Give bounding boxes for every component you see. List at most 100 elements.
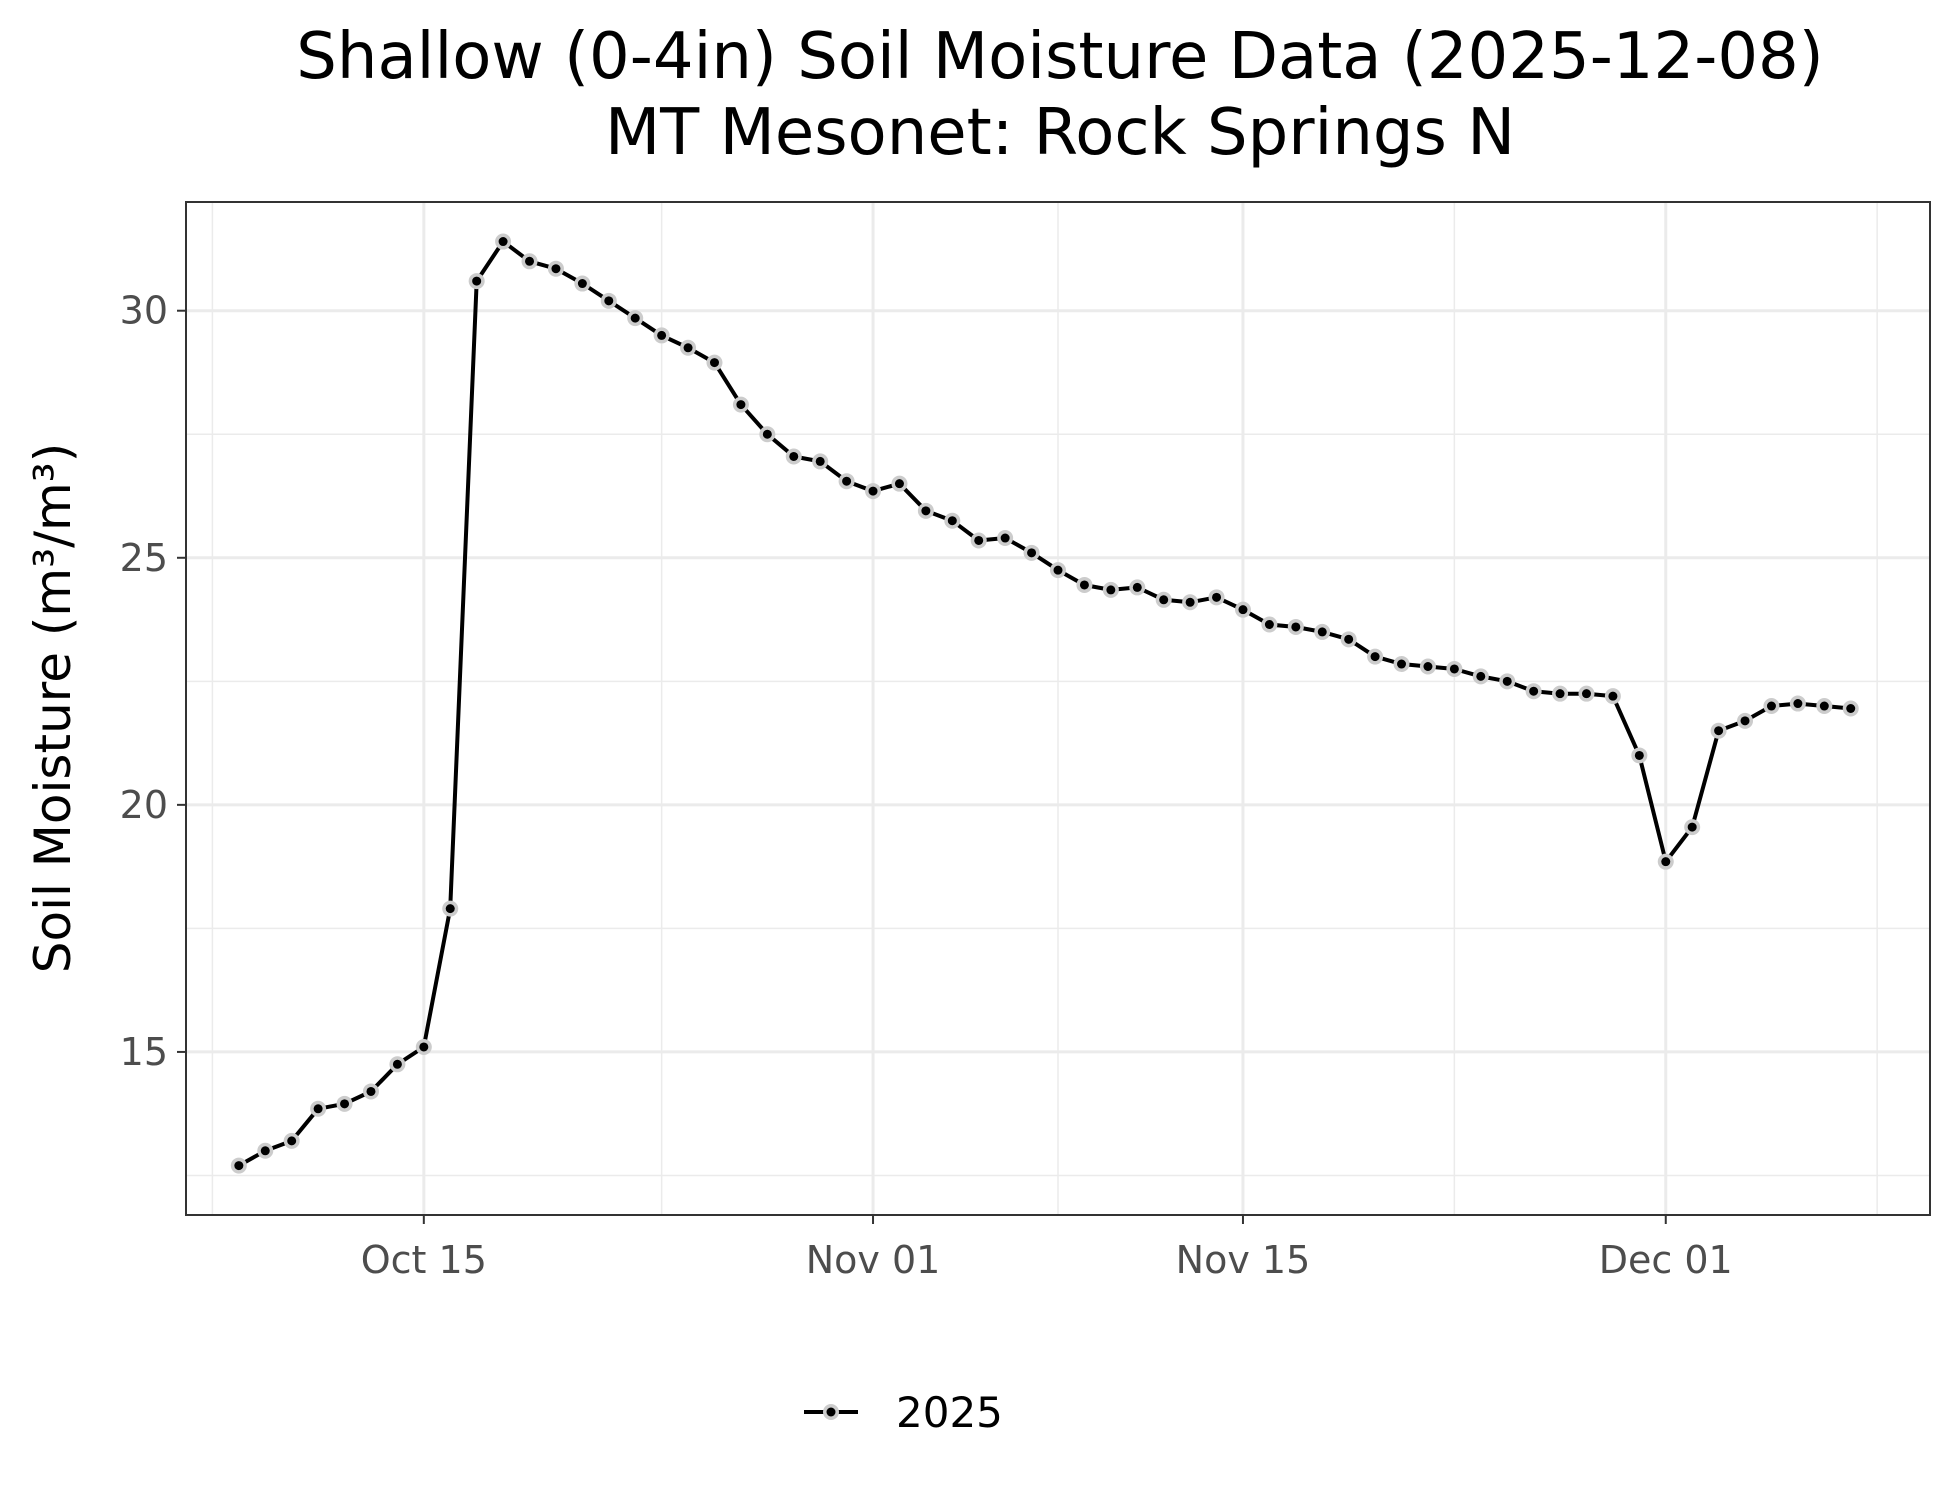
data-point-dot: [709, 358, 719, 368]
data-point: [627, 310, 644, 327]
data-point: [1789, 695, 1806, 712]
data-point-dot: [1370, 652, 1380, 662]
data-point: [1367, 648, 1384, 665]
data-point: [891, 475, 908, 492]
data-point-dot: [1238, 605, 1248, 615]
data-point: [521, 253, 538, 270]
data-point: [1525, 683, 1542, 700]
data-point-dot: [498, 237, 508, 247]
data-point: [310, 1100, 327, 1117]
data-point: [1472, 668, 1489, 685]
data-point-dot: [630, 313, 640, 323]
x-tick-label: Nov 01: [806, 1238, 941, 1282]
plot-border: [185, 201, 1931, 1216]
data-point: [230, 1157, 247, 1174]
y-axis: 15 20 25 30: [120, 289, 186, 1074]
data-point: [283, 1132, 300, 1149]
data-point-dot: [1502, 676, 1512, 686]
data-point: [865, 483, 882, 500]
data-point: [336, 1095, 353, 1112]
data-point-dot: [1159, 595, 1169, 605]
data-point-dot: [1264, 619, 1274, 629]
data-point: [759, 426, 776, 443]
data-point-dot: [340, 1099, 350, 1109]
data-point-dot: [419, 1042, 429, 1052]
data-point: [838, 473, 855, 490]
data-point-dot: [842, 476, 852, 486]
data-point-dot: [1529, 686, 1539, 696]
data-point: [574, 275, 591, 292]
data-point: [944, 512, 961, 529]
legend-key-point: [826, 1407, 836, 1417]
data-point: [1234, 601, 1251, 618]
data-point-dot: [657, 330, 667, 340]
legend: 2025: [804, 1388, 1003, 1437]
data-point-dot: [392, 1059, 402, 1069]
data-point-dot: [1053, 565, 1063, 575]
data-point-dot: [234, 1161, 244, 1171]
series-layer: [230, 233, 1859, 1174]
data-point: [812, 453, 829, 470]
data-point: [1261, 616, 1278, 633]
data-point: [547, 260, 564, 277]
data-point-dot: [313, 1104, 323, 1114]
x-tick-label: Nov 15: [1176, 1238, 1311, 1282]
y-axis-title: Soil Moisture (m³/m³): [24, 443, 82, 973]
data-point: [1182, 594, 1199, 611]
data-point: [1842, 700, 1859, 717]
data-point-dot: [1185, 597, 1195, 607]
data-point: [1816, 698, 1833, 715]
data-point-dot: [1687, 822, 1697, 832]
data-point: [1446, 660, 1463, 677]
data-point-dot: [1397, 659, 1407, 669]
chart-subtitle: MT Mesonet: Rock Springs N: [605, 96, 1515, 170]
data-point: [1314, 623, 1331, 640]
data-point: [680, 339, 697, 356]
data-point-dot: [921, 506, 931, 516]
x-tick-label: Oct 15: [361, 1238, 487, 1282]
data-point-dot: [1819, 701, 1829, 711]
data-point: [1102, 581, 1119, 598]
y-tick-label: 25: [120, 536, 168, 580]
data-point-dot: [815, 456, 825, 466]
data-point: [706, 354, 723, 371]
data-point: [468, 273, 485, 290]
data-point-dot: [1793, 699, 1803, 709]
data-point-dot: [1212, 592, 1222, 602]
data-point-dot: [525, 256, 535, 266]
data-point: [1340, 631, 1357, 648]
legend-label-2025: 2025: [896, 1388, 1003, 1437]
data-point: [1631, 747, 1648, 764]
data-point-dot: [1634, 750, 1644, 760]
data-point: [1129, 579, 1146, 596]
data-point-dot: [445, 904, 455, 914]
x-tick-label: Dec 01: [1599, 1238, 1733, 1282]
data-point-dot: [577, 279, 587, 289]
data-point-dot: [260, 1146, 270, 1156]
data-point: [1710, 722, 1727, 739]
data-point: [917, 502, 934, 519]
data-point: [1393, 656, 1410, 673]
data-point: [997, 530, 1014, 547]
y-tick-label: 15: [120, 1030, 168, 1074]
data-point-dot: [789, 451, 799, 461]
data-point-dot: [1581, 689, 1591, 699]
data-point-dot: [604, 296, 614, 306]
data-point: [653, 327, 670, 344]
data-point-dot: [1661, 857, 1671, 867]
data-point: [389, 1056, 406, 1073]
data-point-dot: [1000, 533, 1010, 543]
data-point-dot: [1106, 585, 1116, 595]
data-point: [1208, 589, 1225, 606]
data-point: [1684, 819, 1701, 836]
data-point: [1499, 673, 1516, 690]
data-point: [1287, 618, 1304, 635]
data-point-dot: [1740, 716, 1750, 726]
data-point-dot: [894, 479, 904, 489]
data-point-dot: [1132, 582, 1142, 592]
data-point-dot: [762, 429, 772, 439]
data-point: [732, 396, 749, 413]
data-point-dot: [1291, 622, 1301, 632]
